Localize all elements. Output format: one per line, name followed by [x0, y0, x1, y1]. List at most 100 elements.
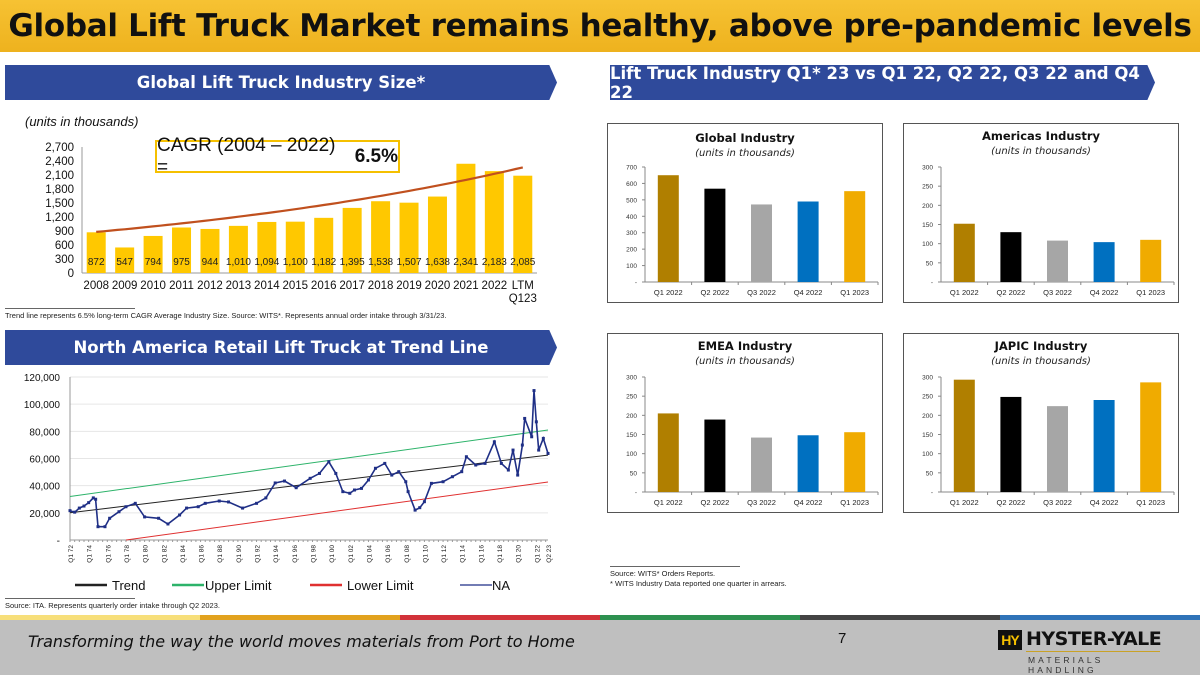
bar-q4-2022 [1093, 242, 1115, 282]
na-data-point [77, 506, 81, 510]
bar-2022 [484, 171, 504, 273]
data-label: 2,341 [453, 257, 478, 268]
x-tick-label: Q3 2022 [1043, 498, 1072, 507]
bar-q2-2022 [704, 188, 726, 282]
y-tick-label: - [635, 490, 637, 497]
na-data-point [359, 486, 363, 490]
na-data-point [124, 505, 128, 509]
na-data-point [373, 466, 377, 470]
logo-name: HYSTER-YALE [1026, 628, 1162, 650]
ita-source: Source: ITA. Represents quarterly order … [5, 601, 220, 610]
cagr-label: CAGR (2004 – 2022) = [157, 134, 336, 178]
x-tick-label: Q4 2022 [1090, 498, 1119, 507]
x-tick-label: 2020 [425, 280, 451, 292]
x-tick-label: 2018 [368, 280, 394, 292]
y-tick-label: 400 [626, 214, 637, 221]
y-tick-label: - [931, 280, 933, 287]
y-tick-label: 150 [922, 432, 933, 439]
legend-label: Upper Limit [205, 578, 272, 593]
section-header-na-retail: North America Retail Lift Truck at Trend… [5, 330, 557, 365]
bar-2020 [427, 196, 447, 273]
bar-q1-2022 [953, 223, 975, 282]
na-data-point [73, 510, 77, 514]
x-tick-label: Q1 94 [273, 545, 280, 563]
data-label: 2,085 [510, 257, 535, 268]
na-data-point [397, 470, 401, 474]
bar-ltm-q123 [513, 175, 533, 273]
na-data-point [68, 509, 72, 513]
bar-q2-2022 [704, 419, 726, 492]
bar-q1-2023 [844, 432, 866, 492]
x-tick-label: 2017 [339, 280, 365, 292]
y-tick-label: 200 [626, 247, 637, 254]
na-data-point [264, 496, 268, 500]
emea-industry-panel: EMEA Industry (units in thousands) - 50 100… [607, 333, 883, 513]
bar-footnote: Trend line represents 6.5% long-term CAG… [5, 311, 447, 320]
x-tick-label: Q3 2022 [1043, 288, 1072, 297]
x-tick-label: Q1 84 [180, 545, 187, 563]
chart-title: Global Industry [695, 131, 795, 145]
y-tick-label: 100 [626, 451, 637, 458]
section-header-text: Lift Truck Industry Q1* 23 vs Q1 22, Q2 … [610, 63, 1140, 102]
na-data-point [406, 490, 410, 494]
bar-2019 [399, 202, 419, 273]
x-tick-label: Q4 2022 [794, 288, 823, 297]
x-tick-label: Q3 2022 [747, 288, 776, 297]
logo-mark: HY [998, 630, 1022, 650]
bar-2009 [115, 247, 135, 273]
page-number: 7 [838, 630, 847, 647]
y-tick-label: 1,200 [45, 212, 74, 224]
y-tick-label: 2,100 [45, 170, 74, 182]
na-data-point [429, 481, 433, 485]
na-data-point [241, 506, 245, 510]
x-tick-label: Q1 2022 [654, 498, 683, 507]
chart-subtitle: (units in thousands) [695, 148, 795, 159]
na-data-point [283, 479, 287, 483]
y-tick-label: 0 [68, 268, 74, 280]
x-tick-label: Q2 2022 [997, 498, 1026, 507]
y-tick-label: 60,000 [29, 455, 60, 466]
americas-industry-panel: Americas Industry (units in thousands) - 5… [903, 123, 1179, 303]
tagline: Transforming the way the world moves mat… [28, 632, 575, 651]
wits-source: Source: WITS* Orders Reports. [610, 569, 716, 578]
x-tick-label: Q1 16 [478, 545, 485, 563]
na-data-point [441, 480, 445, 484]
chart-title: JAPIC Industry [994, 339, 1088, 353]
na-retail-chart: - 20,000 40,000 60,000 80,000 100,000 120,000 Q… [24, 373, 553, 593]
industry-size-chart: 0 300 600 900 1,200 1,500 1,800 2,100 2,400 2,700… [45, 142, 537, 305]
bar-q1-2023 [844, 191, 866, 282]
na-data-point [255, 501, 259, 505]
na-data-point [390, 473, 394, 477]
x-tick-label: 2012 [197, 280, 223, 292]
slide-title: Global Lift Truck Market remains healthy… [8, 8, 1192, 44]
x-tick-label: 2009 [112, 280, 138, 292]
cagr-callout: CAGR (2004 – 2022) = 6.5% [155, 135, 400, 178]
x-tick-label: Q2 23 [546, 545, 553, 563]
na-data-point [474, 463, 478, 467]
x-tick-label: Q1 74 [87, 545, 94, 563]
y-tick-label: 600 [626, 181, 637, 188]
na-data-point [227, 500, 231, 504]
units-label: (units in thousands) [25, 114, 139, 129]
x-tick-label: Q1 12 [441, 545, 448, 563]
cagr-value: 6.5% [354, 145, 398, 167]
na-data-point [82, 504, 86, 508]
y-tick-label: 250 [922, 394, 933, 401]
x-tick-label: 2008 [83, 280, 109, 292]
x-tick-label: 2010 [140, 280, 166, 292]
stripe-segment [600, 615, 800, 620]
y-tick-label: 50 [926, 470, 934, 477]
global-industry-panel: Global Industry (units in thousands) - 100… [607, 123, 883, 303]
na-data-point [516, 473, 520, 477]
na-data-point [383, 461, 387, 465]
wits-note: * WITS Industry Data reported one quarte… [610, 579, 787, 588]
x-tick-label: Q3 2022 [747, 498, 776, 507]
y-tick-label: 300 [626, 230, 637, 237]
na-data-point [530, 435, 534, 439]
x-tick-label: 2015 [282, 280, 308, 292]
section-header-text: Global Lift Truck Industry Size* [136, 73, 426, 92]
x-tick-label: Q1 22 [534, 545, 541, 563]
data-label: 794 [145, 257, 162, 268]
bar-2021 [456, 163, 476, 273]
y-tick-label: 250 [626, 394, 637, 401]
